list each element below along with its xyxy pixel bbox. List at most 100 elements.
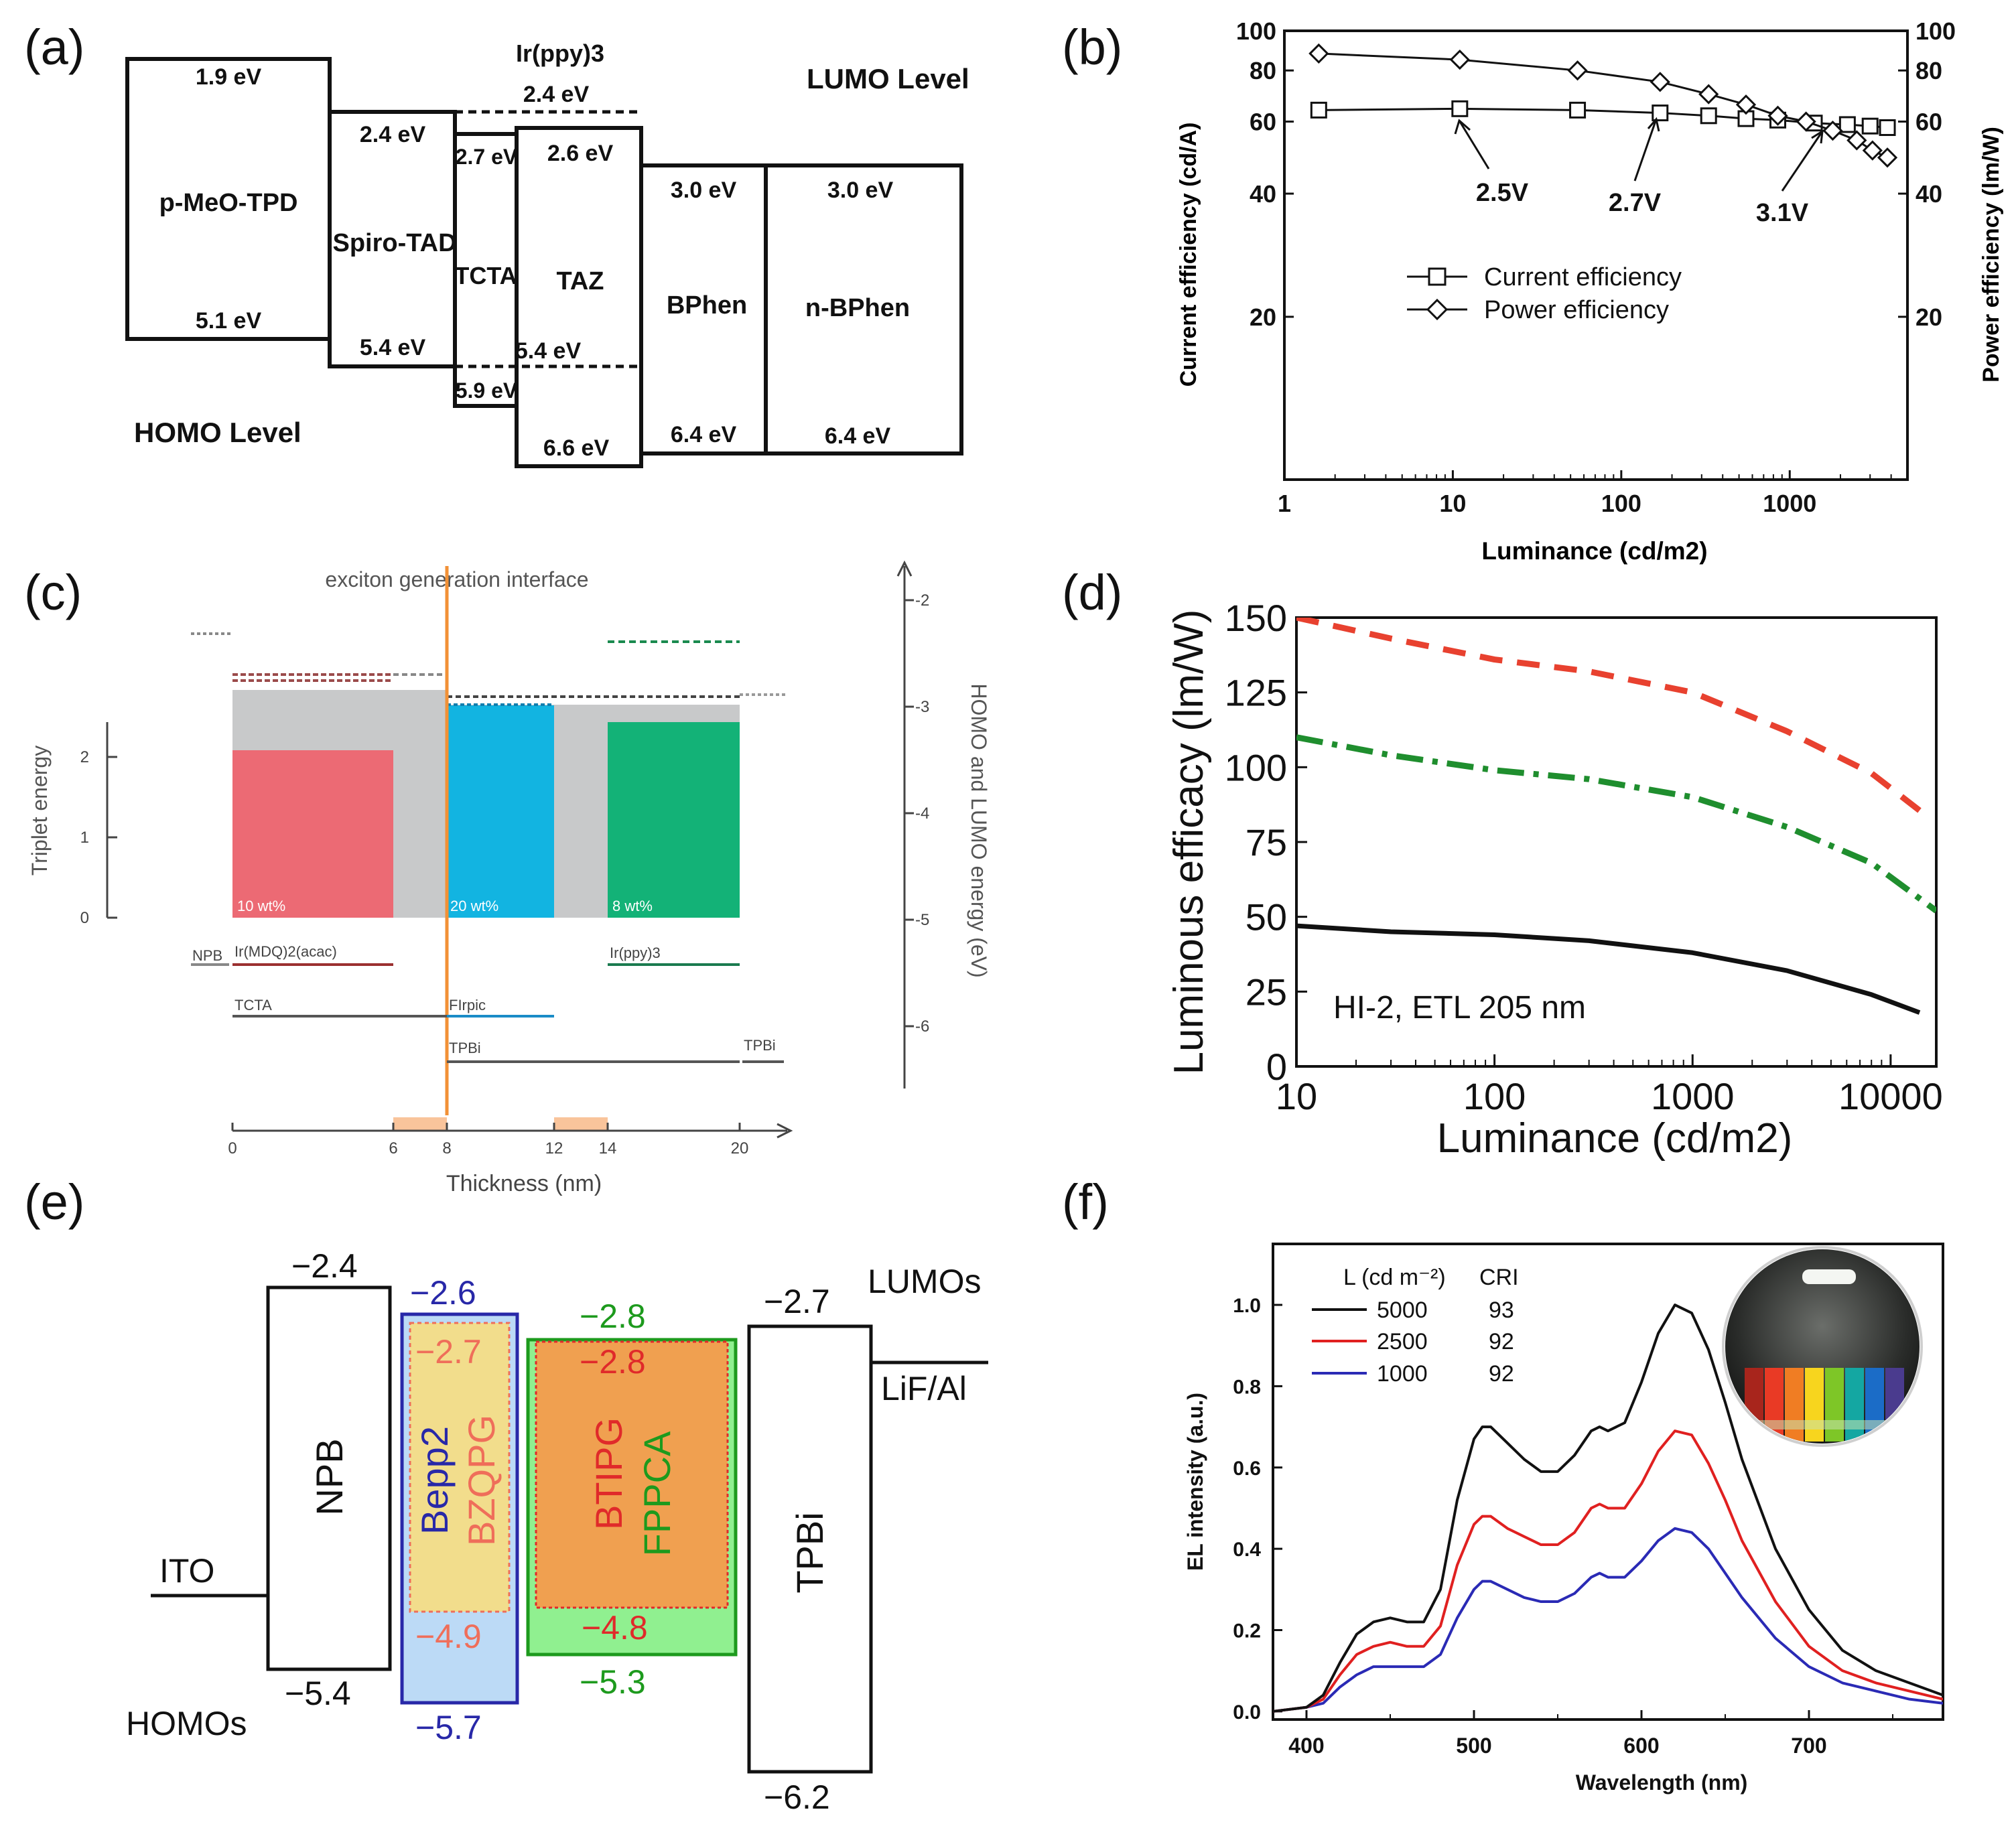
panel-c: exciton generation interface 10 wt% 20 w…: [27, 560, 991, 1196]
xtick-label-d-1: 100: [1463, 1075, 1526, 1117]
marker-square-b: [1838, 116, 1856, 133]
npb-lumo: −2.4: [291, 1247, 358, 1285]
panel-label-c: (c): [24, 565, 82, 620]
ytick-label-right-b-0: 20: [1916, 303, 1942, 331]
taz-lumo: 2.6 eV: [547, 141, 614, 166]
dopant-lumo: 2.4 eV: [523, 82, 590, 107]
panel-d: 10 100 1000 10000 0 25 50 75 100 125 150 HI-2, ETL…: [1166, 597, 1943, 1162]
marker-diamond-b: [1449, 49, 1470, 70]
layer-box-fppca: [526, 1338, 738, 1657]
spirotad-lumo: 2.4 eV: [360, 122, 426, 147]
material-label-tpbi-2: TPBi: [744, 1037, 776, 1054]
ytick-label-b-0: 20: [1250, 303, 1276, 331]
xtick-label-b-1: 10: [1439, 490, 1466, 517]
xtick-c-0: 0: [228, 1139, 237, 1158]
legend-f: L (cd m⁻²) CRI 5000 93 2500 92 1000 92: [1312, 1265, 1519, 1387]
bzqpg-name: BZQPG: [460, 1415, 502, 1546]
homos-title: HOMOs: [126, 1705, 247, 1742]
panel-label-f: (f): [1062, 1174, 1109, 1230]
xtick-label-b-0: 1: [1278, 490, 1291, 517]
electrode-label-lifal: LiF/Al: [881, 1370, 967, 1407]
homo-level-title: HOMO Level: [134, 417, 301, 448]
xtick-label-d-0: 10: [1276, 1075, 1317, 1117]
material-label-tpbi: TPBi: [449, 1040, 481, 1056]
material-label-npb: NPB: [192, 947, 222, 964]
series-line-f-1000: [1273, 1527, 1943, 1713]
layer-box-tpbi: [747, 1324, 873, 1774]
bepp2-lumo: −2.6: [410, 1274, 476, 1312]
ytick-label-right-b-3: 80: [1916, 57, 1942, 84]
panel-e: ITO LiF/Al LUMOs HOMOs −2.4 −5.4 −2.6 −5…: [126, 1247, 988, 1816]
ytick-label-f-4: 0.8: [1233, 1376, 1261, 1398]
legend-l-2500: 2500: [1377, 1329, 1428, 1354]
ytick-label-d-5: 125: [1225, 672, 1287, 714]
layer-box-npb: [266, 1285, 392, 1671]
material-label-irmdq: Ir(MDQ)2(acac): [234, 943, 337, 960]
ytick-right-2: -2: [915, 591, 929, 610]
ytick-label-d-3: 75: [1246, 821, 1287, 863]
axes-b: 1 10 100 1000 20 20 40 40 60 60 80 80 100 100: [1236, 17, 1956, 517]
arrow-3-1v: [1781, 131, 1824, 192]
pmeotpd-name: p-MeO-TPD: [159, 189, 298, 217]
plot-frame-f: [1272, 1243, 1944, 1721]
nbphen-name: n-BPhen: [805, 294, 910, 322]
panel-label-a: (a): [24, 19, 84, 75]
axes-f: 400 500 600 700 0.0 0.2 0.4 0.6 0.8 1.0: [1233, 1295, 1893, 1758]
marker-diamond-b: [1767, 105, 1788, 126]
ytick-label-f-0: 0.0: [1233, 1701, 1261, 1724]
panel-label-e: (e): [24, 1174, 84, 1230]
fppca-lumo: −2.8: [580, 1298, 646, 1335]
xtick-label-f-2: 600: [1623, 1734, 1659, 1758]
ytick-right-3: -3: [915, 698, 929, 716]
tcta-homo: 5.9 eV: [456, 378, 518, 403]
ytick-label-b-1: 40: [1250, 180, 1276, 208]
pmeotpd-homo: 5.1 eV: [196, 308, 262, 334]
npb-name: NPB: [308, 1438, 350, 1515]
ytick-label-right-b-2: 60: [1916, 109, 1942, 136]
ytick-left-1: 1: [80, 829, 89, 847]
ytick-label-f-2: 0.4: [1233, 1539, 1261, 1561]
axis-x-c: [231, 1123, 793, 1139]
ytick-left-0: 0: [80, 909, 89, 927]
axis-right-c: [896, 560, 914, 1089]
marker-square-b: [1879, 119, 1896, 136]
marker-diamond-b: [1846, 130, 1867, 151]
bphen-name: BPhen: [667, 291, 747, 320]
xlabel-b: Luminance (cd/m2): [1481, 537, 1707, 565]
panel-a: 1.9 eV p-MeO-TPD 5.1 eV 2.4 eV Spiro-TAD…: [125, 40, 969, 468]
ylabel-right-c: HOMO and LUMO energy (eV): [967, 683, 991, 977]
material-label-tcta: TCTA: [234, 997, 272, 1013]
tcta-lumo: 2.7 eV: [456, 145, 518, 169]
ytick-label-b-4: 100: [1236, 17, 1276, 45]
marker-diamond-b: [1877, 147, 1898, 168]
legend-cri-92a: 92: [1489, 1329, 1514, 1354]
layer-box-bepp2: [400, 1312, 519, 1705]
layer-box-taz: [515, 126, 643, 468]
block-label-20wt: 20 wt%: [450, 898, 498, 914]
ytick-left-2: 2: [80, 748, 89, 766]
series-line-d-0: [1296, 618, 1928, 818]
panel-f: 400 500 600 700 0.0 0.2 0.4 0.6 0.8 1.0 Wavelengt…: [1183, 1243, 1944, 1795]
panel-labels: (a) (b) (c) (d) (e) (f): [24, 19, 1122, 1230]
axes-d: 10 100 1000 10000 0 25 50 75 100 125 150: [1225, 597, 1943, 1117]
xtick-c-8: 8: [442, 1139, 451, 1158]
ytick-label-d-2: 50: [1246, 896, 1287, 938]
series-d: [1296, 618, 1936, 1015]
nbphen-homo: 6.4 eV: [825, 423, 891, 449]
xlabel-f: Wavelength (nm): [1576, 1770, 1748, 1795]
spirotad-name: Spiro-TAD: [332, 229, 456, 257]
legend-cri-93: 93: [1489, 1298, 1514, 1323]
marker-square-b: [1451, 100, 1469, 117]
legend-l-1000: 1000: [1377, 1361, 1428, 1387]
series-line-f-5000: [1273, 1304, 1943, 1713]
nbphen-lumo: 3.0 eV: [827, 178, 894, 203]
series-line-f-2500: [1273, 1429, 1943, 1713]
lumos-title: LUMOs: [868, 1263, 981, 1300]
xtick-label-b-3: 1000: [1763, 490, 1816, 517]
ytick-label-d-0: 0: [1266, 1046, 1287, 1088]
xtick-label-d-3: 10000: [1838, 1075, 1943, 1117]
block-label-8wt: 8 wt%: [612, 898, 653, 914]
arrow-2-5v: [1458, 120, 1490, 169]
series-line-d-2: [1296, 923, 1921, 1015]
xtick-c-12: 12: [545, 1139, 563, 1158]
